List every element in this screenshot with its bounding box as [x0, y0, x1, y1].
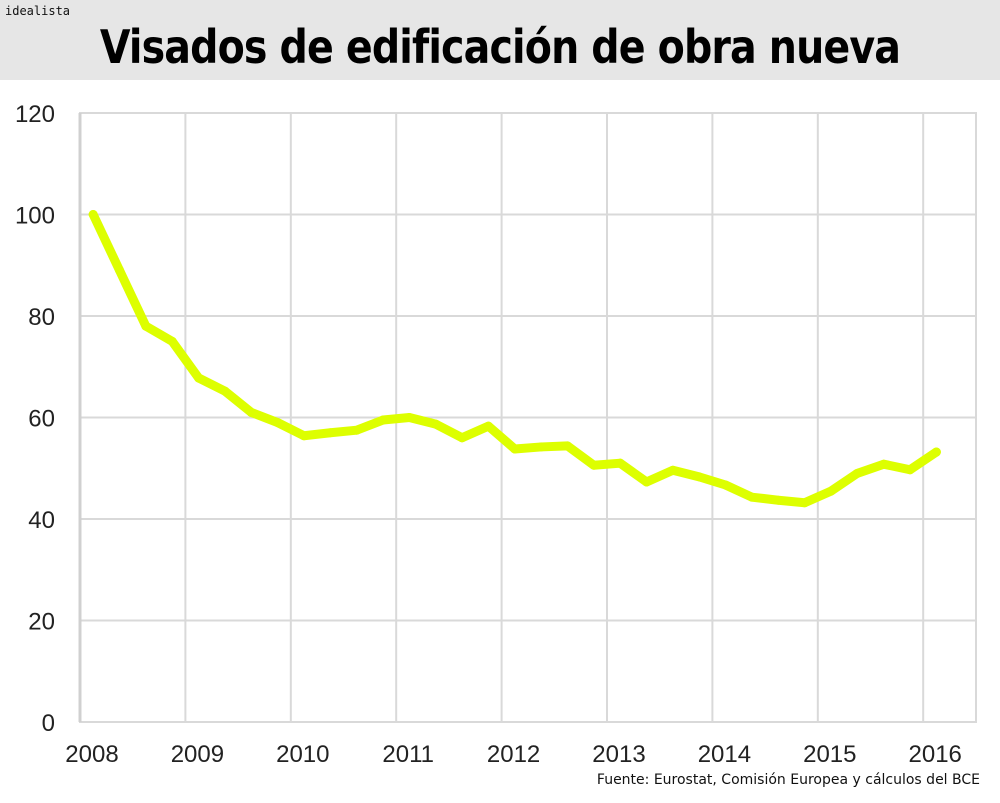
x-tick-label: 2013: [592, 741, 645, 768]
data-point: [352, 425, 362, 435]
data-point: [800, 498, 810, 508]
brand-logo: idealista: [5, 4, 71, 18]
data-point: [931, 447, 941, 457]
data-point: [562, 441, 572, 451]
data-point: [510, 444, 520, 454]
data-point: [220, 386, 230, 396]
data-point: [273, 418, 283, 428]
data-point: [431, 419, 441, 429]
data-point: [88, 210, 98, 219]
x-tick-label: 2015: [803, 741, 856, 768]
x-tick-label: 2016: [909, 741, 962, 768]
data-point: [852, 468, 862, 478]
y-tick-label: 20: [28, 609, 55, 636]
data-point: [747, 492, 757, 502]
data-point: [773, 495, 783, 505]
y-tick-label: 120: [15, 101, 55, 128]
data-point: [668, 465, 678, 475]
data-point: [457, 433, 467, 443]
header: idealista Visados de edificación de obra…: [0, 0, 1000, 80]
data-point: [483, 421, 493, 431]
series-line: [88, 210, 941, 508]
data-point: [299, 431, 309, 441]
data-point: [879, 459, 889, 469]
source-note: Fuente: Eurostat, Comisión Europea y cál…: [596, 772, 980, 788]
y-tick-label: 100: [15, 203, 55, 230]
data-point: [536, 442, 546, 452]
chart-title: Visados de edificación de obra nueva: [99, 20, 901, 74]
data-point: [826, 486, 836, 496]
data-point: [642, 477, 652, 487]
x-tick-label: 2010: [276, 741, 329, 768]
data-point: [115, 265, 125, 275]
x-tick-label: 2008: [65, 741, 118, 768]
data-point: [404, 413, 414, 422]
y-tick-label: 0: [42, 710, 55, 737]
data-point: [378, 415, 388, 425]
y-tick-label: 60: [28, 406, 55, 433]
x-tick-label: 2012: [487, 741, 540, 768]
data-point: [246, 407, 256, 417]
data-point: [694, 472, 704, 482]
x-tick-label: 2011: [382, 741, 434, 768]
data-point: [589, 460, 599, 470]
data-point: [167, 336, 177, 346]
y-tick-label: 80: [28, 304, 55, 331]
data-point: [194, 373, 204, 383]
x-tick-label: 2014: [698, 741, 751, 768]
data-point: [325, 428, 335, 438]
data-point: [721, 480, 731, 490]
x-tick-label: 2009: [171, 741, 224, 768]
data-point: [905, 465, 915, 475]
data-point: [615, 458, 625, 468]
data-point: [141, 321, 151, 331]
y-tick-label: 40: [28, 507, 55, 534]
